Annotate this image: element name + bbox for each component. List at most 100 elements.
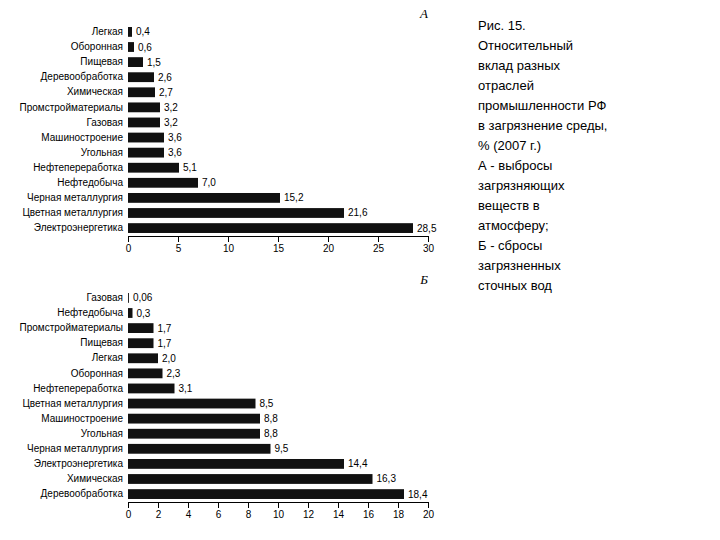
tick: Деревообработка — [41, 488, 128, 499]
annotation: загрязненных — [478, 258, 561, 273]
chart-panel: 051015202530ЛегкаяОбороннаяПищеваяДерево… — [20, 6, 437, 254]
tick-label: Газовая — [86, 117, 123, 128]
tick-label: Черная металлургия — [27, 443, 123, 454]
tick-label: 6 — [216, 509, 222, 520]
annotation: отраслей — [478, 78, 534, 93]
tick-label: Нефтепереработка — [33, 162, 123, 173]
tick-label: Нефтедобыча — [57, 177, 123, 188]
bar — [128, 163, 179, 173]
annotation: промышленности РФ — [478, 98, 606, 113]
bar — [128, 178, 198, 188]
chart-title: А — [419, 6, 428, 21]
tick: Цветная металлургия — [22, 207, 128, 218]
figure: 051015202530ЛегкаяОбороннаяПищеваяДерево… — [0, 0, 720, 540]
bar — [128, 323, 154, 333]
data-label: 2,6 — [158, 72, 172, 83]
tick: 0 — [126, 502, 132, 520]
data-label: 2,0 — [162, 353, 176, 364]
bar — [128, 414, 260, 424]
tick: Оборонная — [71, 368, 128, 379]
tick-mark — [338, 502, 339, 508]
data-label: 0,4 — [136, 26, 150, 37]
tick: 18 — [393, 502, 405, 520]
bar — [128, 459, 344, 469]
data-label: 7,0 — [202, 177, 216, 188]
tick-mark — [308, 502, 309, 508]
tick: Нефтепереработка — [33, 383, 128, 394]
tick: 15 — [273, 236, 285, 254]
tick-mark — [128, 502, 129, 508]
tick: Машиностроение — [41, 413, 128, 424]
tick-label: 20 — [323, 243, 335, 254]
tick: Электроэнергетика — [34, 458, 128, 469]
tick: Машиностроение — [41, 132, 128, 143]
tick-label: Нефтедобыча — [57, 307, 123, 318]
bar — [128, 308, 133, 318]
tick: Нефтепереработка — [33, 162, 128, 173]
bar — [128, 133, 164, 143]
bars — [128, 27, 413, 233]
tick: 30 — [423, 236, 435, 254]
tick: Промстройматериалы — [20, 102, 128, 113]
bar — [128, 368, 163, 378]
bar — [128, 193, 280, 203]
tick-label: 5 — [176, 243, 182, 254]
tick: 8 — [246, 502, 252, 520]
x-axis: 02468101214161820 — [126, 502, 435, 520]
tick-mark — [128, 236, 129, 242]
tick-label: Деревообработка — [41, 488, 124, 499]
chart-panel: 02468101214161820ГазоваяНефтедобычаПромс… — [20, 272, 435, 520]
tick-label: Пищевая — [80, 337, 123, 348]
bar — [128, 474, 373, 484]
bar — [128, 353, 158, 363]
tick: 20 — [423, 502, 435, 520]
tick: Легкая — [92, 352, 128, 363]
tick: 20 — [323, 236, 335, 254]
bar — [128, 87, 155, 97]
data-label: 3,2 — [164, 117, 178, 128]
tick-label: Нефтепереработка — [33, 383, 123, 394]
data-label: 1,7 — [158, 338, 172, 349]
tick: Газовая — [86, 292, 128, 303]
tick: 5 — [176, 236, 182, 254]
data-label: 2,3 — [167, 368, 181, 379]
data-label: 3,6 — [168, 147, 182, 158]
bar — [128, 57, 143, 67]
annotation: Б - сбросы — [478, 238, 542, 253]
data-label: 3,2 — [164, 102, 178, 113]
y-axis: ЛегкаяОбороннаяПищеваяДеревообработкаХим… — [20, 26, 128, 233]
tick: Нефтедобыча — [57, 307, 128, 318]
data-label: 8,8 — [264, 428, 278, 439]
tick: Угольная — [81, 147, 128, 158]
tick-label: Оборонная — [71, 41, 123, 52]
tick-mark — [428, 502, 429, 508]
tick-label: Цветная металлургия — [22, 398, 123, 409]
tick-label: 8 — [246, 509, 252, 520]
bar — [128, 72, 154, 82]
tick-label: Электроэнергетика — [34, 458, 124, 469]
bar — [128, 102, 160, 112]
data-label: 16,3 — [377, 473, 397, 484]
tick: Химическая — [67, 473, 128, 484]
tick-label: Химическая — [67, 86, 123, 97]
tick-label: 2 — [156, 509, 162, 520]
tick-label: 16 — [363, 509, 375, 520]
tick-label: Промстройматериалы — [20, 322, 123, 333]
data-label: 18,4 — [408, 489, 428, 500]
bar — [128, 148, 164, 158]
tick: Нефтедобыча — [57, 177, 128, 188]
data-label: 14,4 — [348, 458, 368, 469]
tick-mark — [428, 236, 429, 242]
data-label: 0,3 — [137, 308, 151, 319]
tick-label: 14 — [333, 509, 345, 520]
tick-label: Легкая — [92, 26, 123, 37]
tick-label: 10 — [223, 243, 235, 254]
data-label: 0,06 — [133, 292, 153, 303]
tick-mark — [378, 236, 379, 242]
tick: Деревообработка — [41, 71, 128, 82]
data-label: 1,7 — [158, 323, 172, 334]
tick: Угольная — [81, 428, 128, 439]
tick: 10 — [223, 236, 235, 254]
tick-label: Электроэнергетика — [34, 222, 124, 233]
tick-mark — [218, 502, 219, 508]
